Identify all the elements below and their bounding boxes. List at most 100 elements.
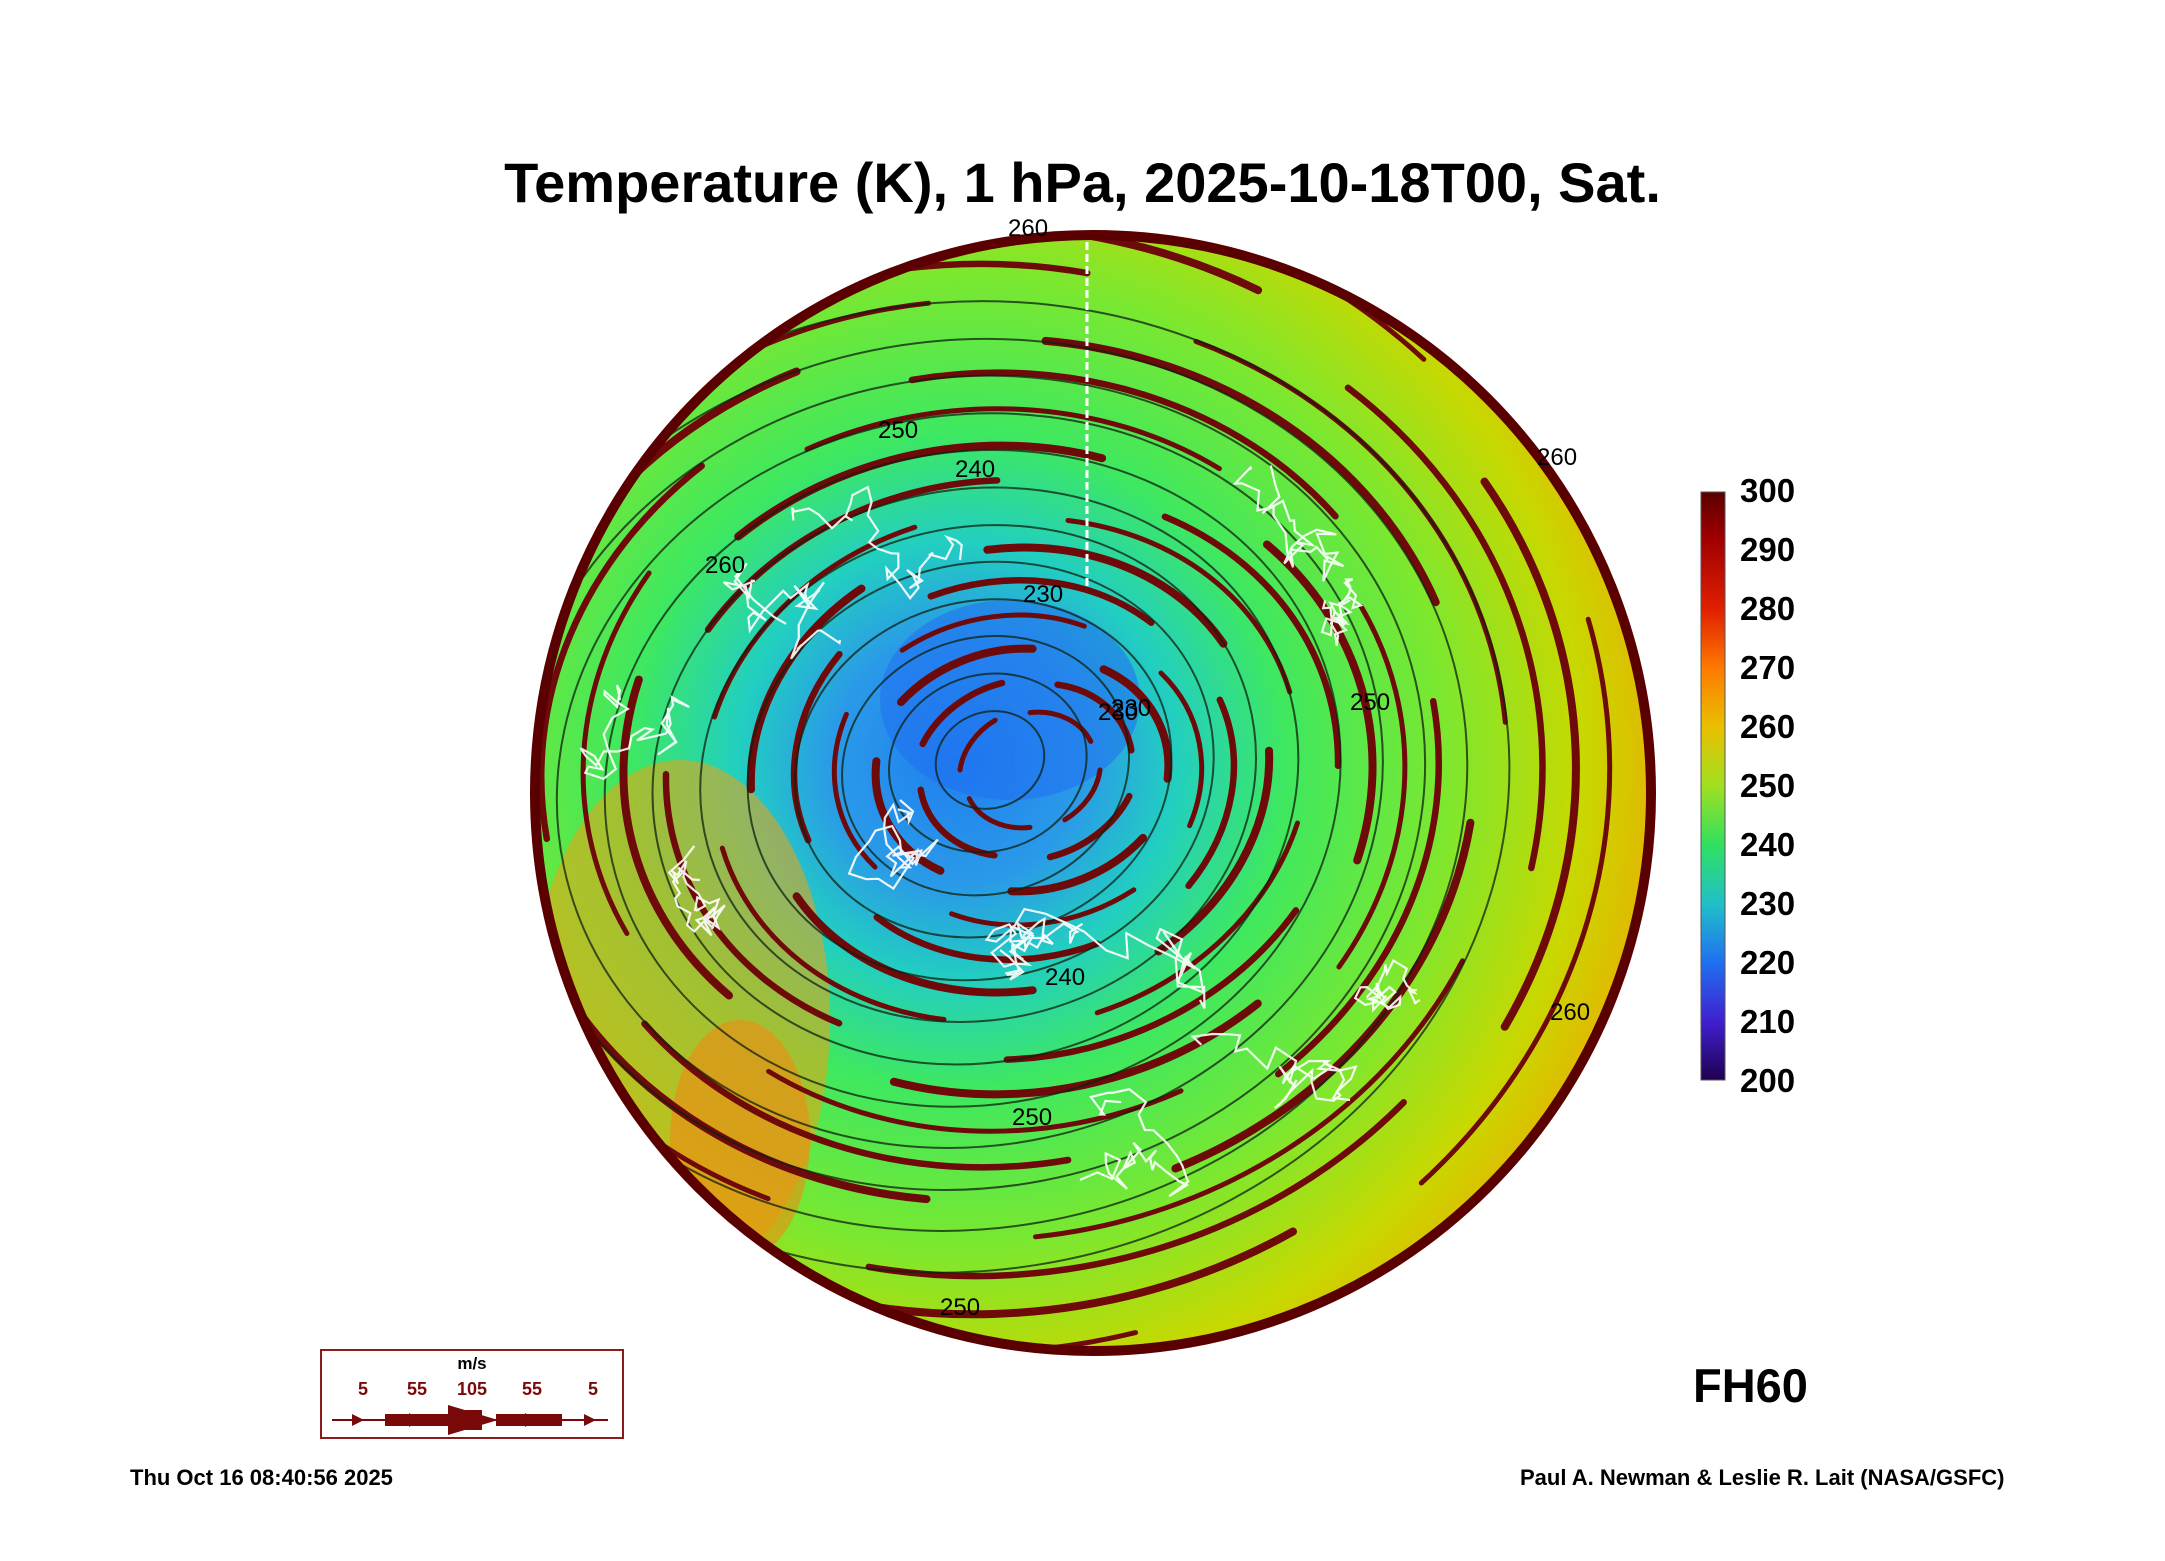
streamline <box>538 462 705 843</box>
streamline <box>719 845 947 1022</box>
streamline <box>734 441 1107 541</box>
streamline <box>1344 384 1546 872</box>
coastline <box>579 684 690 781</box>
coastline <box>667 845 726 937</box>
contour-label: 230 <box>1111 695 1151 722</box>
streamline <box>641 1020 1072 1171</box>
streamline <box>1099 665 1173 783</box>
streamline <box>1480 477 1580 1031</box>
contour-label: 250 <box>1012 1104 1052 1131</box>
streamline <box>1027 709 1094 744</box>
streamline <box>1185 696 1238 890</box>
streamline <box>1046 792 1133 861</box>
wind-legend-value: 55 <box>522 1379 543 1399</box>
streamline <box>899 612 1087 653</box>
streamline <box>897 644 1037 707</box>
streamline <box>927 577 1155 626</box>
colorbar-tick: 270 <box>1740 649 1796 686</box>
streamline <box>330 357 518 921</box>
colorbar-tick: 290 <box>1740 531 1796 568</box>
contour-label: 260 <box>1008 215 1048 242</box>
coastline <box>1232 465 1345 582</box>
contour-label: 260 <box>1550 999 1590 1026</box>
contour-label: 250 <box>940 1294 980 1321</box>
coastlines <box>579 465 1421 1198</box>
streamline <box>1065 518 1293 695</box>
contour-label: 240 <box>955 456 995 483</box>
wind-speed-legend: m/s 5 55 105 55 5 <box>320 1349 624 1439</box>
streamline <box>1041 336 1440 607</box>
wind-legend-value: 5 <box>588 1379 599 1399</box>
colorbar-tick: 280 <box>1740 590 1796 627</box>
streamline <box>957 717 998 773</box>
colorbar-tick: 240 <box>1740 826 1796 863</box>
coastline <box>791 485 963 601</box>
streamline <box>804 406 1222 472</box>
streamline <box>1158 670 1205 829</box>
streamline <box>1062 767 1103 823</box>
streamline <box>1154 746 1274 956</box>
wind-legend-value: 5 <box>358 1379 369 1399</box>
streamline <box>766 1068 1184 1134</box>
colorbar-tick: 260 <box>1740 708 1796 745</box>
streamline <box>619 675 733 1000</box>
colorbar-tick: 220 <box>1740 944 1796 981</box>
streamline <box>873 914 1101 963</box>
contour-label: 230 <box>1098 699 1138 726</box>
wind-streamlines <box>330 235 1613 1351</box>
streamline <box>372 513 463 1058</box>
contour-line <box>555 412 1384 1149</box>
coastline <box>847 799 939 891</box>
temperature-field <box>535 235 1651 1351</box>
streamline <box>792 892 1037 997</box>
streamline <box>1275 697 1442 1078</box>
contour-line <box>746 560 1215 982</box>
colorbar-tick: 200 <box>1740 1062 1796 1099</box>
contour-line <box>841 634 1130 897</box>
coastline <box>1079 1088 1190 1198</box>
temperature-contours <box>535 300 1511 1274</box>
streamline <box>1161 513 1342 770</box>
contour-label: 250 <box>878 417 918 444</box>
streamline <box>1418 616 1613 1186</box>
coastline <box>1320 578 1364 646</box>
map-title: Temperature (K), 1 hPa, 2025-10-18T00, S… <box>504 151 1661 214</box>
streamline <box>1003 907 1300 1063</box>
contour-label: 240 <box>1045 964 1085 991</box>
disk-border <box>530 230 1656 1356</box>
contour-label: 260 <box>705 552 745 579</box>
contour-line <box>699 524 1257 1023</box>
footer-timestamp: Thu Oct 16 08:40:56 2025 <box>130 1465 393 1490</box>
contour-line <box>888 672 1088 854</box>
contour-label: 230 <box>1023 581 1063 608</box>
coastline <box>1009 907 1206 1009</box>
coastline <box>1190 1032 1358 1109</box>
wind-legend-value: 55 <box>407 1379 428 1399</box>
contour-label: 250 <box>1350 689 1390 716</box>
streamline <box>983 543 1228 648</box>
colorbar-tick: 210 <box>1740 1003 1796 1040</box>
streamline <box>1033 958 1465 1240</box>
streamline <box>865 1099 1407 1280</box>
streamline <box>1336 604 1408 970</box>
streamline <box>1094 820 1300 1016</box>
coastline <box>984 922 1084 981</box>
streamline <box>908 369 1339 520</box>
contour-line <box>535 337 1469 1232</box>
forecast-hour: FH60 <box>1693 1359 1808 1412</box>
coastline <box>723 562 842 660</box>
footer-credit: Paul A. Newman & Leslie R. Lait (NASA/GS… <box>1520 1465 2005 1490</box>
contour-line <box>651 486 1300 1066</box>
streamline <box>1263 540 1377 865</box>
streamline <box>966 796 1033 831</box>
streamline <box>919 679 1006 748</box>
wind-legend-unit: m/s <box>457 1354 487 1373</box>
contour-line <box>603 448 1342 1108</box>
colorbar-tick: 300 <box>1740 472 1796 509</box>
wind-legend-arrow <box>332 1405 608 1435</box>
colorbar-tick: 250 <box>1740 767 1796 804</box>
coastline <box>1353 959 1421 1013</box>
contour-label: 260 <box>1537 444 1577 471</box>
